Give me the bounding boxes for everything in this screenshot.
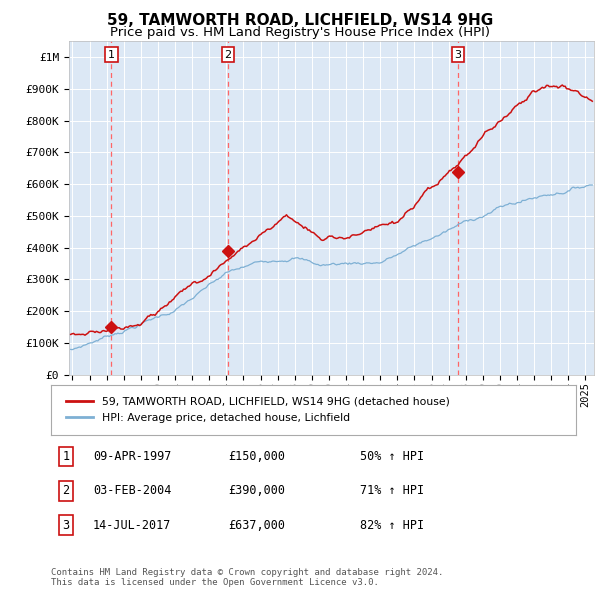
Text: 82% ↑ HPI: 82% ↑ HPI (360, 519, 424, 532)
Text: 14-JUL-2017: 14-JUL-2017 (93, 519, 172, 532)
Text: 3: 3 (62, 519, 70, 532)
Text: 1: 1 (62, 450, 70, 463)
Text: Contains HM Land Registry data © Crown copyright and database right 2024.
This d: Contains HM Land Registry data © Crown c… (51, 568, 443, 587)
Text: 50% ↑ HPI: 50% ↑ HPI (360, 450, 424, 463)
Text: £637,000: £637,000 (228, 519, 285, 532)
Text: 09-APR-1997: 09-APR-1997 (93, 450, 172, 463)
Text: £390,000: £390,000 (228, 484, 285, 497)
Text: 2: 2 (224, 50, 232, 60)
Text: 3: 3 (454, 50, 461, 60)
Text: 59, TAMWORTH ROAD, LICHFIELD, WS14 9HG: 59, TAMWORTH ROAD, LICHFIELD, WS14 9HG (107, 13, 493, 28)
Text: 2: 2 (62, 484, 70, 497)
Text: 1: 1 (108, 50, 115, 60)
Text: £150,000: £150,000 (228, 450, 285, 463)
Text: Price paid vs. HM Land Registry's House Price Index (HPI): Price paid vs. HM Land Registry's House … (110, 26, 490, 39)
Text: 71% ↑ HPI: 71% ↑ HPI (360, 484, 424, 497)
Text: 03-FEB-2004: 03-FEB-2004 (93, 484, 172, 497)
Legend: 59, TAMWORTH ROAD, LICHFIELD, WS14 9HG (detached house), HPI: Average price, det: 59, TAMWORTH ROAD, LICHFIELD, WS14 9HG (… (62, 392, 454, 427)
